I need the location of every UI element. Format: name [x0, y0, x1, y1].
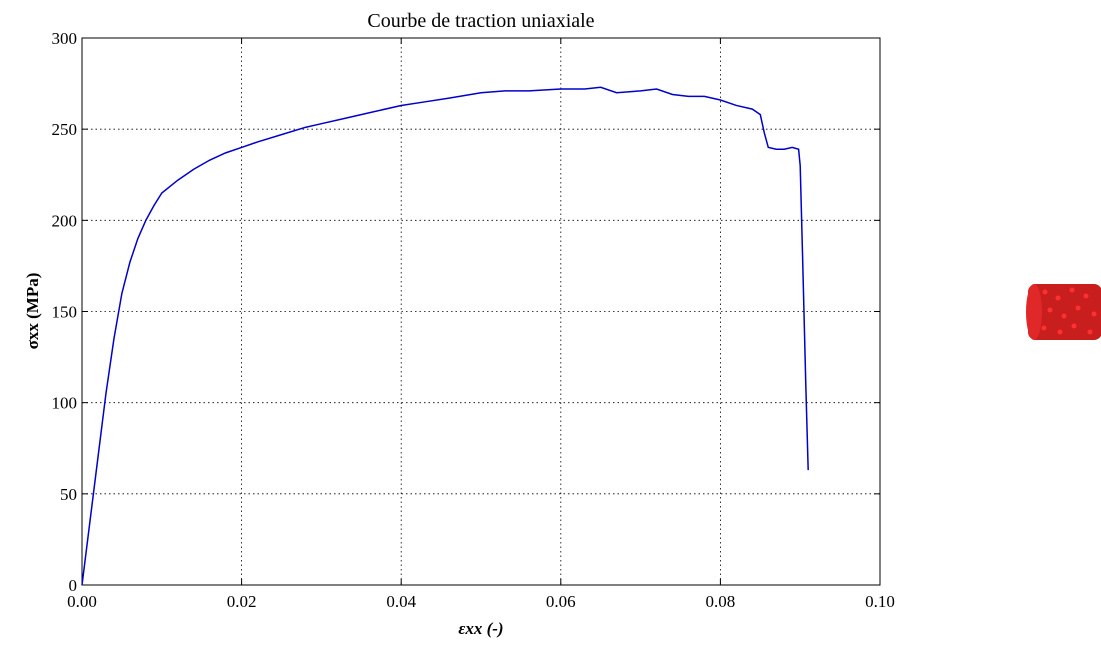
x-tick-label: 0.06: [546, 592, 576, 611]
data-line: [81, 86, 809, 586]
chart-title: Courbe de traction uniaxiale: [367, 10, 594, 32]
y-tick-label: 300: [52, 29, 78, 48]
x-tick-label: 0.10: [865, 592, 895, 611]
y-axis-label: σxx (MPa): [23, 273, 42, 350]
x-tick-label: 0.04: [386, 592, 416, 611]
plot-frame: [81, 37, 881, 586]
y-tick-label: 0: [69, 576, 78, 595]
x-tick-label: 0.02: [227, 592, 257, 611]
specimen-icon: [1026, 284, 1101, 340]
y-tick-label: 200: [52, 211, 78, 230]
y-tick-label: 150: [52, 303, 78, 322]
y-tick-label: 250: [52, 120, 78, 139]
x-tick-label: 0.08: [706, 592, 736, 611]
y-tick-label: 50: [60, 485, 77, 504]
x-tick-label: 0.00: [67, 592, 97, 611]
x-axis-label: εxx (-): [458, 619, 503, 638]
y-tick-label: 100: [52, 394, 78, 413]
